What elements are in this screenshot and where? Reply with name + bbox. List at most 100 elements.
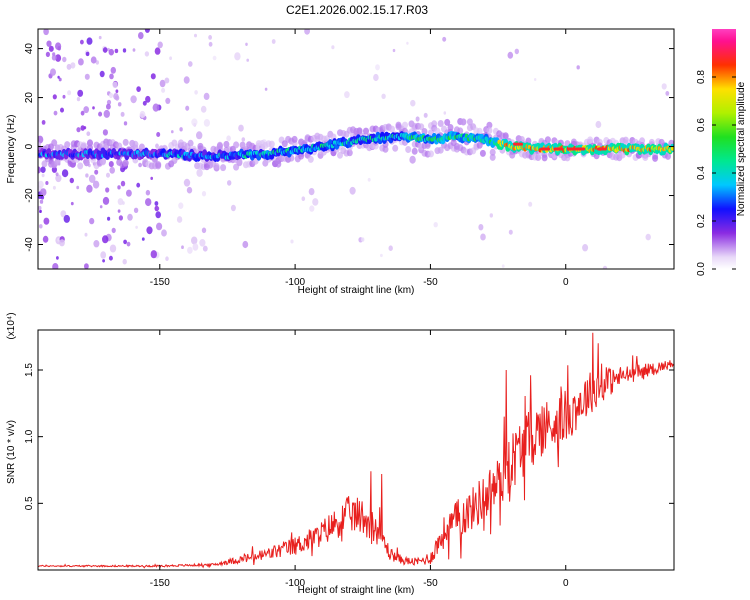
spectrogram-noise-cell	[39, 209, 42, 213]
snr-series-line	[38, 332, 674, 569]
x-tick-label: -50	[423, 578, 438, 589]
spectrogram-noise-cell	[80, 39, 84, 45]
spectrogram-noise-cell	[106, 172, 110, 178]
spectrogram-noise-cell	[85, 173, 89, 178]
spectrogram-noise-cell	[645, 233, 651, 241]
spectrogram-noise-cell	[63, 214, 70, 223]
spectrogram-noise-cell	[145, 198, 152, 207]
spectrogram-halo-cell	[460, 118, 467, 126]
spectrogram-noise-cell	[304, 29, 310, 35]
spectrogram-halo-cell	[83, 159, 90, 167]
spectrogram-noise-cell	[109, 166, 115, 174]
spectrogram-ridge-core	[670, 146, 674, 151]
snr-x-label: Height of straight line (km)	[298, 585, 415, 596]
spectrogram-halo-cell	[502, 132, 509, 140]
snr-panel: -150 -100 -50 0 0.5 1.0 1.5 Height of straigh…	[6, 312, 675, 596]
spectrogram-noise-cell	[55, 172, 59, 177]
spectrogram-halo-cell	[437, 146, 444, 154]
spectrogram-noise-cell	[133, 207, 139, 213]
snr-scale-label: (x10⁴)	[6, 312, 17, 339]
snr-y-ticks: 0.5 1.0 1.5	[24, 363, 674, 510]
spectrogram-noise-cell	[90, 56, 97, 64]
spectrogram-noise-cell	[171, 130, 174, 134]
spectrogram-noise-cell	[38, 166, 41, 174]
y-tick-label: 20	[24, 92, 35, 104]
spectrogram-noise-cell	[155, 211, 161, 219]
spectrogram-noise-cell	[144, 29, 150, 33]
spectrogram-noise-cell	[135, 225, 138, 229]
spectrogram-noise-cell	[55, 42, 62, 50]
spectrogram-noise-cell	[112, 81, 118, 89]
spectrogram-noise-cell	[150, 73, 156, 80]
spectrogram-x-label: Height of straight line (km)	[298, 285, 415, 296]
spectrogram-halo-cell	[389, 125, 395, 133]
spectrogram-noise-cell	[84, 263, 89, 269]
spectrogram-noise-cell	[94, 169, 99, 175]
spectrogram-noise-cell	[165, 97, 171, 104]
snr-y-label: SNR (10 * v/v)	[6, 420, 17, 484]
spectrogram-noise-cell	[176, 216, 183, 223]
spectrogram-noise-cell	[154, 201, 159, 206]
spectrogram-noise-cell	[161, 229, 167, 237]
spectrogram-noise-cell	[60, 107, 64, 113]
spectrogram-halo-cell	[405, 146, 412, 153]
spectrogram-noise-cell	[238, 124, 244, 132]
spectrogram-noise-cell	[241, 137, 246, 142]
spectrogram-noise-cell	[312, 198, 319, 206]
spectrogram-halo-cell	[437, 120, 444, 127]
spectrogram-noise-cell	[84, 73, 90, 80]
spectrogram-halo-cell	[444, 118, 451, 126]
spectrogram-noise-cell	[76, 185, 80, 190]
spectrogram-halo-cell	[100, 158, 106, 166]
spectrogram-noise-cell	[43, 217, 50, 225]
spectrogram-noise-cell	[78, 58, 84, 66]
spectrogram-halo-cell	[447, 124, 454, 131]
spectrogram-noise-cell	[409, 155, 416, 164]
spectrogram-noise-cell	[200, 105, 207, 113]
spectrogram-noise-cell	[246, 58, 249, 62]
spectrogram-noise-cell	[62, 94, 66, 99]
spectrogram-noise-cell	[433, 222, 438, 228]
spectrogram-halo-cell	[122, 138, 129, 146]
spectrogram-noise-cell	[375, 64, 380, 71]
spectrogram-noise-cell	[117, 198, 124, 206]
spectrogram-noise-cell	[480, 233, 486, 241]
colorbar-tick-label: 0.0	[696, 262, 707, 276]
spectrogram-noise-cell	[52, 185, 56, 190]
spectrogram-halo-cell	[392, 144, 399, 152]
x-tick-label: -100	[285, 578, 305, 589]
spectrogram-halo-cell	[665, 152, 671, 160]
spectrogram-noise-cell	[39, 224, 43, 229]
spectrogram-noise-cell	[443, 111, 447, 115]
spectrogram-halo-cell	[486, 127, 493, 134]
spectrogram-noise-cell	[113, 92, 119, 100]
spectrogram-noise-cell	[60, 210, 67, 218]
spectrogram-noise-cell	[150, 250, 157, 259]
spectrogram-noise-cell	[120, 111, 125, 117]
spectrogram-noise-cell	[102, 196, 110, 205]
colorbar-tick-label: 0.6	[696, 118, 707, 132]
spectrogram-noise-cell	[62, 56, 67, 63]
spectrogram-halo-cell	[132, 140, 139, 148]
snr-plot-area	[38, 330, 674, 570]
spectrogram-noise-cell	[508, 229, 513, 235]
spectrogram-halo-cell	[268, 140, 275, 148]
spectrogram-noise-cell	[67, 90, 72, 96]
spectrogram-peak-cell	[567, 147, 578, 151]
y-tick-label: 0	[24, 143, 35, 149]
spectrogram-halo-cell	[476, 127, 483, 135]
spectrogram-noise-cell	[108, 255, 113, 261]
spectrogram-noise-cell	[528, 201, 533, 207]
spectrogram-cells	[38, 29, 674, 269]
spectrogram-noise-cell	[125, 189, 132, 197]
y-tick-label: 0.5	[24, 496, 35, 510]
spectrogram-noise-cell	[109, 244, 117, 253]
spectrogram-noise-cell	[159, 79, 166, 88]
spectrogram-noise-cell	[92, 106, 95, 110]
spectrogram-noise-cell	[115, 89, 119, 93]
spectrogram-noise-cell	[122, 48, 127, 53]
spectrogram-noise-cell	[127, 213, 133, 221]
spectrogram-noise-cell	[331, 45, 335, 50]
spectrogram-noise-cell	[165, 256, 169, 262]
spectrogram-noise-cell	[423, 112, 428, 118]
